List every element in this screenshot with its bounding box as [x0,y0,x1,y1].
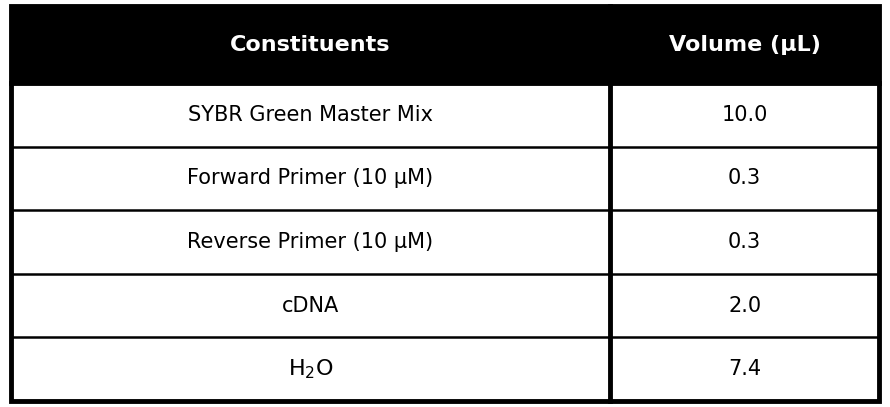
Text: Constituents: Constituents [231,35,391,55]
Text: $\mathrm{H_2O}$: $\mathrm{H_2O}$ [287,357,333,381]
Text: cDNA: cDNA [282,295,339,315]
Text: 0.3: 0.3 [728,168,761,188]
Bar [11,337,610,401]
Bar [610,337,879,401]
Text: 0.3: 0.3 [728,232,761,252]
Bar [610,210,879,274]
Text: SYBR Green Master Mix: SYBR Green Master Mix [188,105,433,125]
Bar [610,6,879,83]
Text: Volume (μL): Volume (μL) [668,35,821,55]
Bar [11,147,610,210]
Bar [11,210,610,274]
Text: 10.0: 10.0 [722,105,768,125]
Bar [610,147,879,210]
Bar [610,83,879,147]
Text: Forward Primer (10 μM): Forward Primer (10 μM) [187,168,433,188]
Bar [11,83,610,147]
Text: Reverse Primer (10 μM): Reverse Primer (10 μM) [187,232,433,252]
Bar [11,6,610,83]
Text: 2.0: 2.0 [728,295,761,315]
Bar [610,274,879,337]
Bar [11,274,610,337]
Text: 7.4: 7.4 [728,359,761,379]
